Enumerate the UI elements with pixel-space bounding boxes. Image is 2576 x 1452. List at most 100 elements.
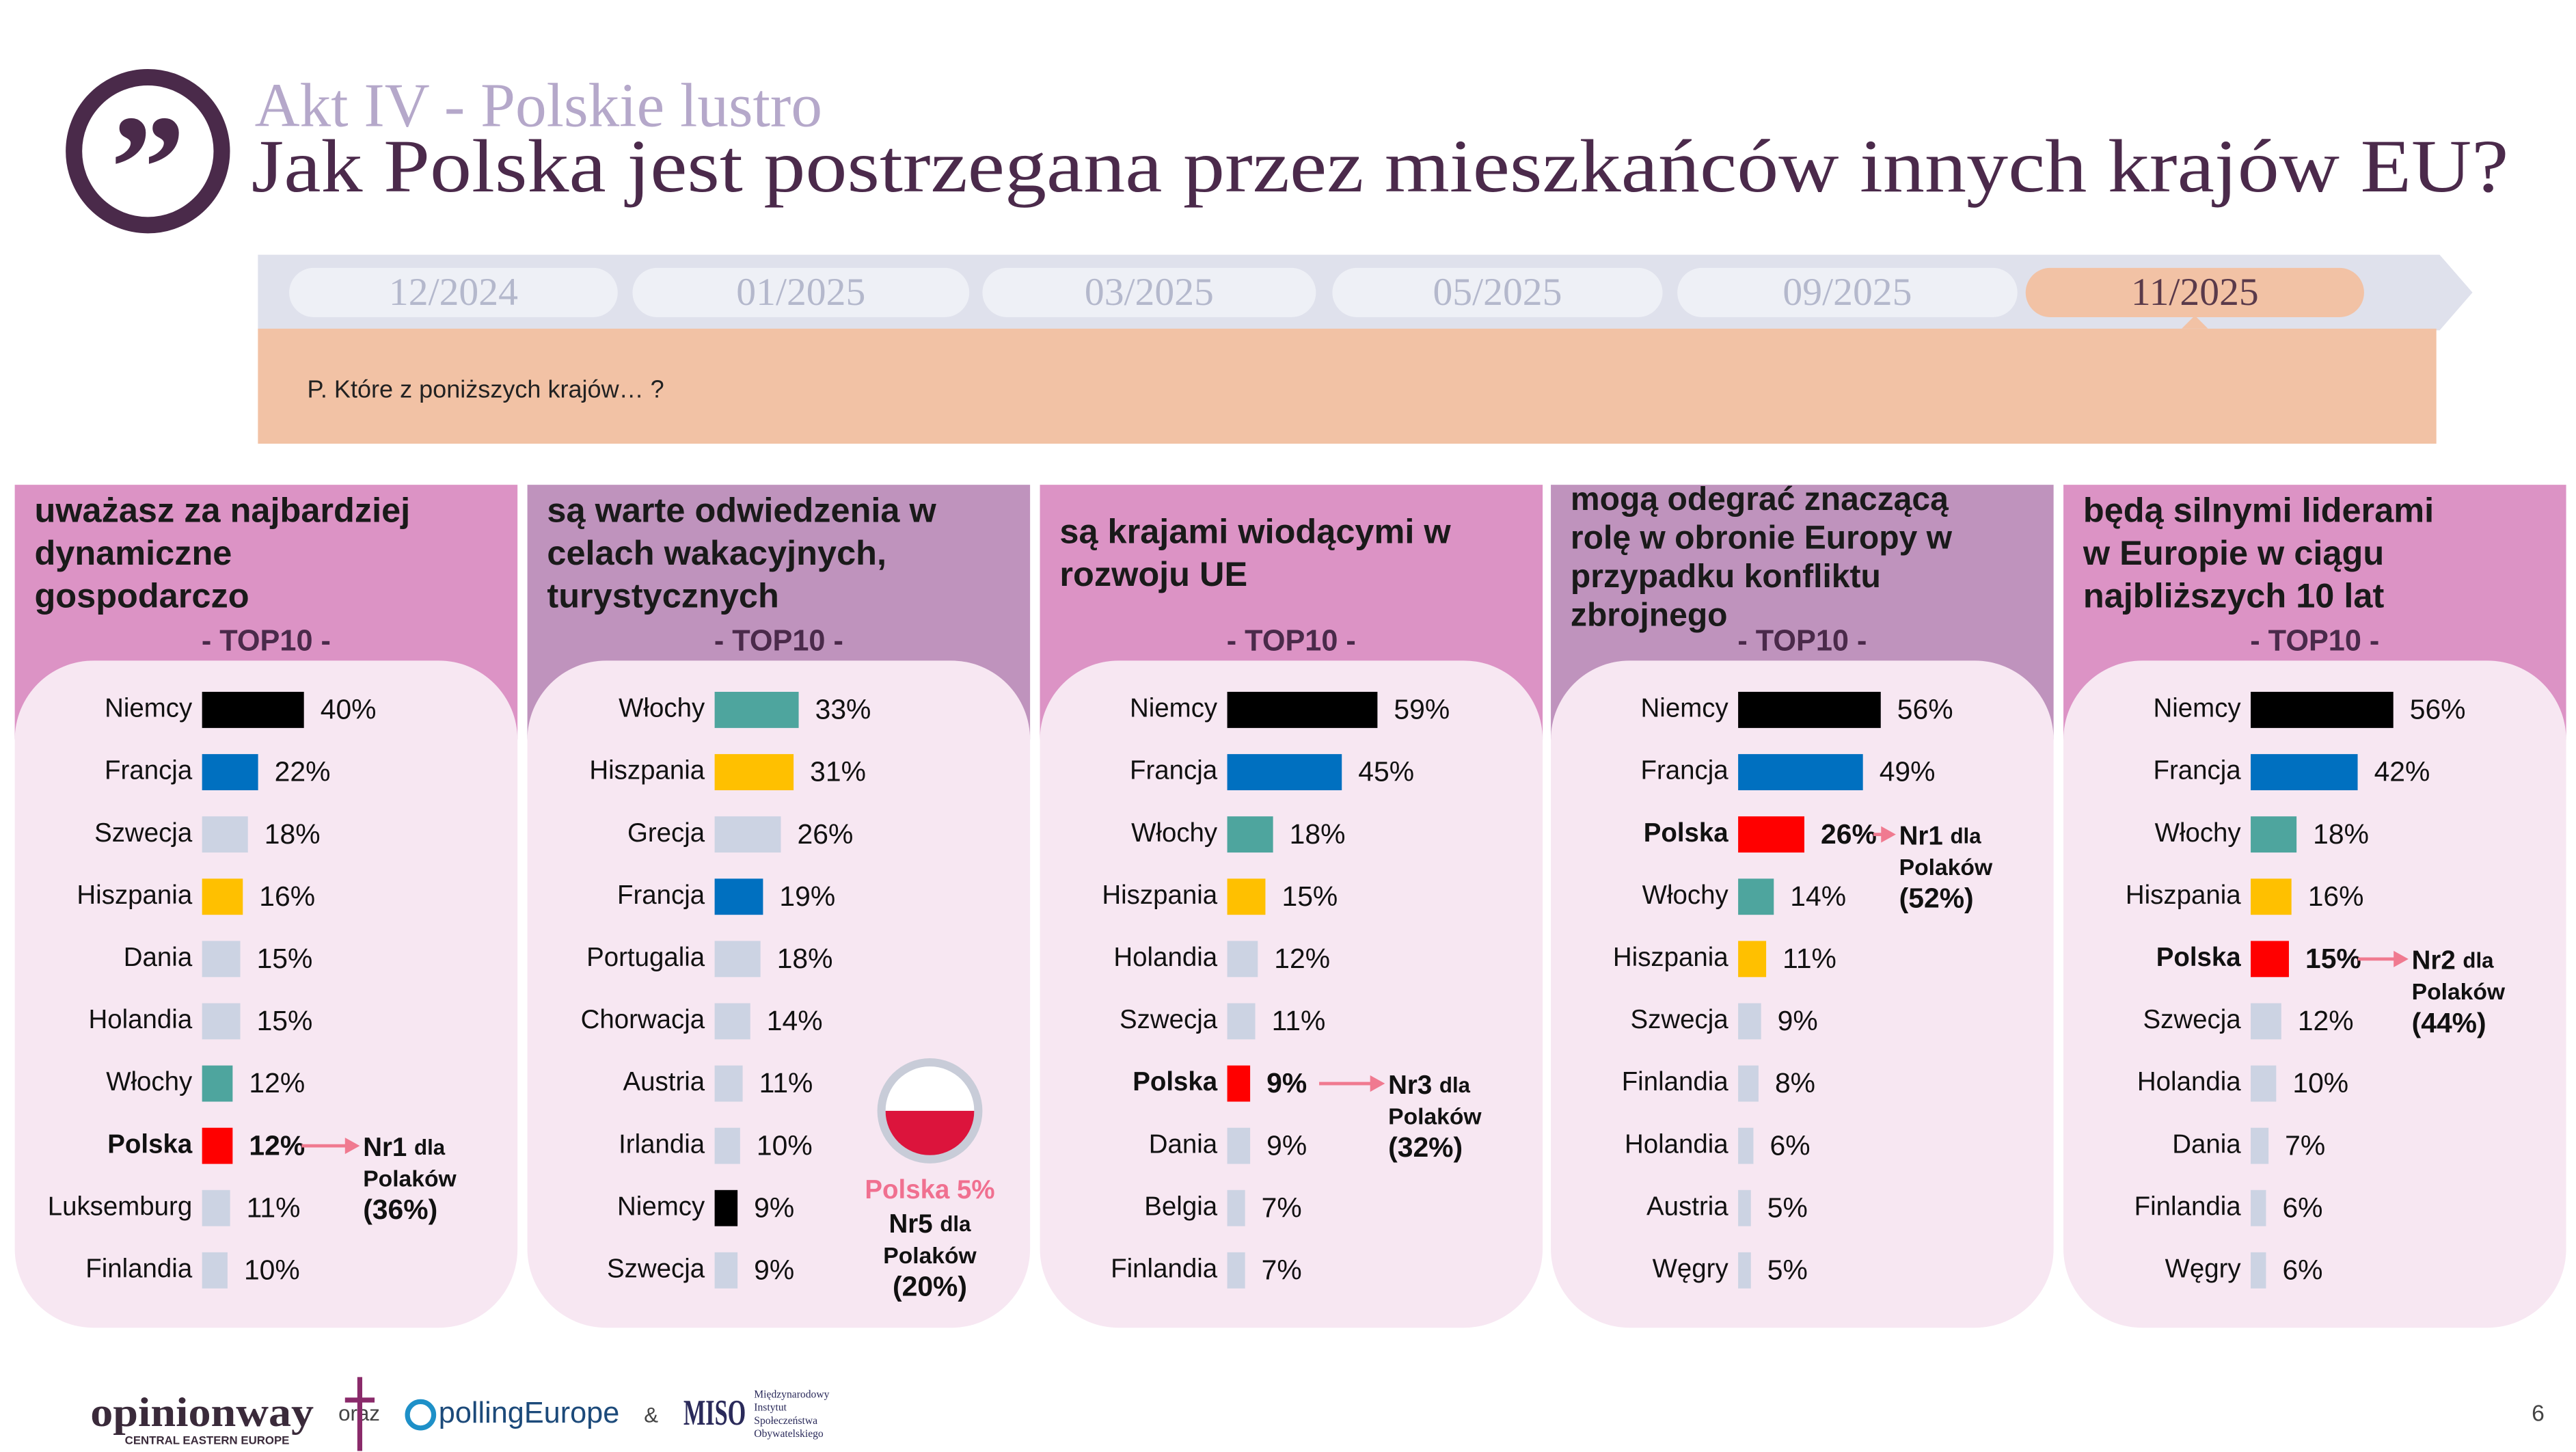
value-label: 18% — [2313, 818, 2369, 850]
bar — [714, 1252, 738, 1289]
timeline-label: 11/2025 — [2131, 271, 2259, 314]
bar — [1738, 816, 1804, 853]
value-label: 6% — [2282, 1254, 2322, 1286]
panel-subtitle: - TOP10 - — [1737, 624, 1867, 657]
category-label: Austria — [1646, 1192, 1728, 1221]
value-label: 11% — [1782, 943, 1836, 974]
logo-polling: pollingEurope — [439, 1397, 620, 1429]
annotation-share: (52%) — [1899, 883, 1974, 914]
panel-body — [14, 660, 518, 1328]
kicker: Akt IV - Polskie lustro — [255, 70, 822, 139]
value-label: 9% — [1266, 1067, 1307, 1099]
category-label: Luksemburg — [48, 1192, 193, 1221]
annotation-dla: dla — [2463, 949, 2494, 973]
bar — [714, 754, 794, 790]
category-label: Francja — [2153, 756, 2241, 785]
timeline-pill — [2025, 267, 2364, 317]
value-label: 18% — [265, 818, 321, 850]
category-label: Szwecja — [607, 1254, 705, 1284]
value-label: 15% — [257, 943, 313, 974]
category-label: Finlandia — [1622, 1067, 1729, 1097]
value-label: 7% — [2285, 1129, 2325, 1161]
category-label: Szwecja — [1631, 1005, 1729, 1034]
annotation-dla: dla — [1950, 824, 1981, 848]
category-label: Włochy — [619, 694, 705, 723]
space — [1943, 822, 1951, 851]
annotation-rank-number: Nr1 — [363, 1133, 407, 1162]
panel-title: są krajami wiodącymi w — [1059, 512, 1451, 551]
callout: Polska 5% — [865, 1175, 994, 1205]
panel-title: są warte odwiedzenia w — [547, 490, 936, 529]
logo-miso: MISO — [683, 1393, 746, 1433]
bar — [1227, 941, 1258, 978]
bar — [202, 692, 304, 728]
category-label: Polska — [1644, 818, 1729, 848]
value-label: 40% — [321, 694, 377, 725]
miso-line: Obywatelskiego — [754, 1428, 824, 1440]
bar — [1227, 816, 1273, 853]
bar — [202, 1003, 241, 1040]
value-label: 49% — [1880, 756, 1936, 788]
question-box — [258, 328, 2437, 444]
timeline-label: 09/2025 — [1782, 271, 1912, 314]
category-label: Hiszpania — [77, 880, 192, 910]
bar — [714, 692, 799, 728]
bar — [1738, 1189, 1751, 1226]
value-label: 31% — [810, 756, 866, 788]
bar — [1738, 941, 1767, 978]
timeline-pill — [632, 267, 970, 317]
category-label: Irlandia — [619, 1129, 705, 1159]
bar — [202, 1065, 233, 1102]
timeline-label: 03/2025 — [1085, 271, 1214, 314]
bar — [1227, 692, 1378, 728]
panel-title: gospodarczo — [34, 576, 249, 615]
category-label: Włochy — [1642, 880, 1729, 910]
panel-body — [2063, 660, 2566, 1328]
bar — [2251, 1065, 2277, 1102]
panel-title: najbliższych 10 lat — [2083, 576, 2385, 615]
annotation-dla: dla — [1439, 1073, 1471, 1097]
bar — [1227, 1003, 1256, 1040]
bar — [202, 1189, 230, 1226]
value-label: 12% — [1274, 943, 1330, 974]
value-label: 5% — [1767, 1254, 1808, 1286]
annotation-rank-number: Nr3 — [1388, 1071, 1432, 1100]
bar — [1227, 754, 1342, 790]
category-label: Francja — [1641, 756, 1729, 785]
panel-title: celach wakacyjnych, — [547, 533, 886, 572]
miso-line: Społeczeństwa — [754, 1415, 817, 1427]
category-label: Finlandia — [1111, 1254, 1218, 1284]
timeline-pill — [289, 267, 618, 317]
bar — [2251, 1189, 2266, 1226]
quote-icon — [66, 69, 230, 234]
bar — [2251, 878, 2292, 915]
miso-line: Instytut — [754, 1402, 787, 1414]
annotation-who: Polaków — [1388, 1104, 1482, 1129]
panel-subtitle: - TOP10 - — [1227, 624, 1356, 657]
bar — [1738, 1252, 1751, 1289]
bar — [2251, 816, 2297, 853]
bar — [714, 1003, 750, 1040]
timeline-pill — [1332, 267, 1663, 317]
category-label: Niemcy — [1130, 694, 1218, 723]
annotation-dla: dla — [940, 1212, 971, 1236]
value-label: 42% — [2374, 756, 2430, 788]
annotation-rank: Nr1 dla — [1899, 822, 1982, 851]
bar — [1738, 1003, 1761, 1040]
value-label: 18% — [777, 943, 833, 974]
category-label: Włochy — [1131, 818, 1218, 848]
category-label: Holandia — [1625, 1129, 1728, 1159]
annotation-who: Polaków — [363, 1167, 457, 1192]
category-label: Finlandia — [2134, 1192, 2242, 1221]
value-label: 6% — [1770, 1129, 1811, 1161]
page-number: 6 — [2532, 1401, 2545, 1427]
category-label: Holandia — [1113, 943, 1217, 972]
bar — [1738, 1127, 1754, 1164]
panel-body — [1040, 660, 1543, 1328]
panel-body — [1551, 660, 2054, 1328]
value-label: 12% — [249, 1067, 305, 1099]
value-label: 9% — [754, 1254, 794, 1286]
value-label: 9% — [754, 1192, 794, 1223]
